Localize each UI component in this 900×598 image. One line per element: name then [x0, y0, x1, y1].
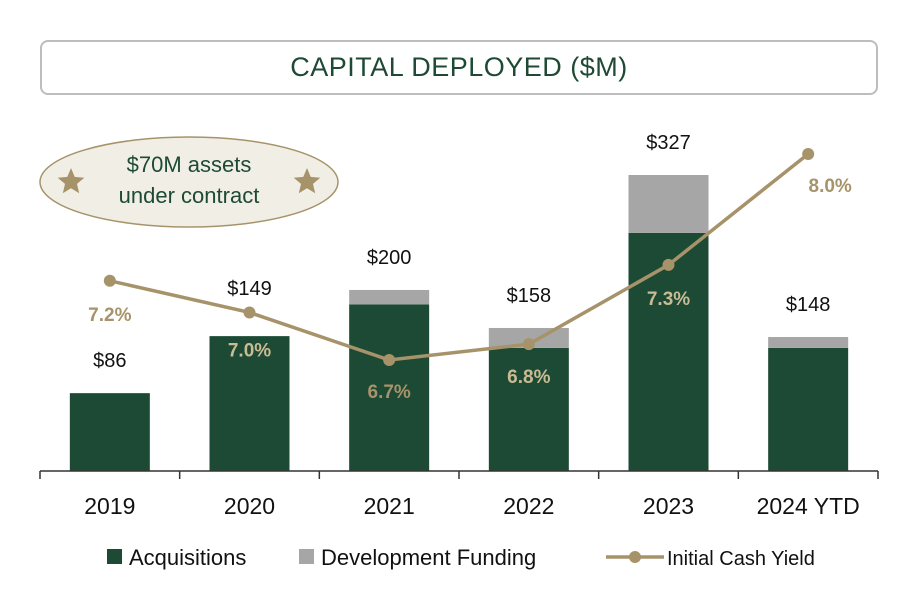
x-tick-label: 2021 [364, 493, 415, 519]
total-value-label: $158 [507, 285, 552, 307]
bar-acquisitions-2024-ytd [768, 347, 849, 471]
x-tick-label: 2023 [643, 493, 694, 519]
bar-development-2024-ytd [768, 337, 849, 348]
bar-acquisitions-2019 [69, 393, 150, 471]
legend-label-yield: Initial Cash Yield [667, 548, 815, 570]
total-value-label: $86 [93, 350, 126, 372]
annotation-badge [39, 136, 339, 228]
legend-marker-yield [629, 551, 641, 563]
x-tick-label: 2020 [224, 493, 275, 519]
yield-label: 6.8% [507, 367, 550, 388]
x-tick-label: 2024 YTD [757, 493, 860, 519]
total-value-label: $149 [227, 278, 272, 300]
chart-title: CAPITAL DEPLOYED ($M) [290, 52, 628, 82]
bar-development-2023 [628, 175, 709, 233]
yield-point [802, 148, 815, 160]
yield-point [243, 306, 256, 319]
bar-development-2021 [349, 289, 430, 305]
star-icon [57, 168, 85, 194]
bar-acquisitions-2021 [349, 304, 430, 471]
yield-label: 8.0% [809, 176, 852, 197]
legend-label-acquisitions: Acquisitions [129, 545, 246, 570]
bar-acquisitions-2022 [488, 347, 569, 471]
total-value-label: $200 [367, 247, 412, 269]
yield-point [103, 274, 116, 287]
yield-label: 6.7% [368, 382, 411, 403]
x-tick-label: 2022 [503, 493, 554, 519]
legend-swatch-development [299, 549, 314, 564]
annotation-text: under contract [119, 183, 260, 208]
yield-point [662, 258, 675, 271]
yield-point [383, 354, 396, 366]
bar-acquisitions-2023 [628, 232, 709, 471]
star-icon [293, 168, 321, 194]
yield-label: 7.3% [647, 289, 690, 310]
legend-label-development: Development Funding [321, 545, 536, 570]
yield-point [522, 338, 535, 351]
total-value-label: $148 [786, 294, 831, 316]
yield-label: 7.0% [228, 340, 271, 361]
x-tick-label: 2019 [84, 493, 135, 519]
legend-swatch-acquisitions [107, 549, 122, 564]
yield-line [109, 152, 810, 362]
yield-label: 7.2% [88, 305, 131, 326]
chart-title-box: CAPITAL DEPLOYED ($M) [40, 40, 878, 95]
total-value-label: $327 [646, 132, 691, 154]
annotation-text: $70M assets [127, 152, 252, 177]
bar-acquisitions-2020 [209, 336, 290, 471]
